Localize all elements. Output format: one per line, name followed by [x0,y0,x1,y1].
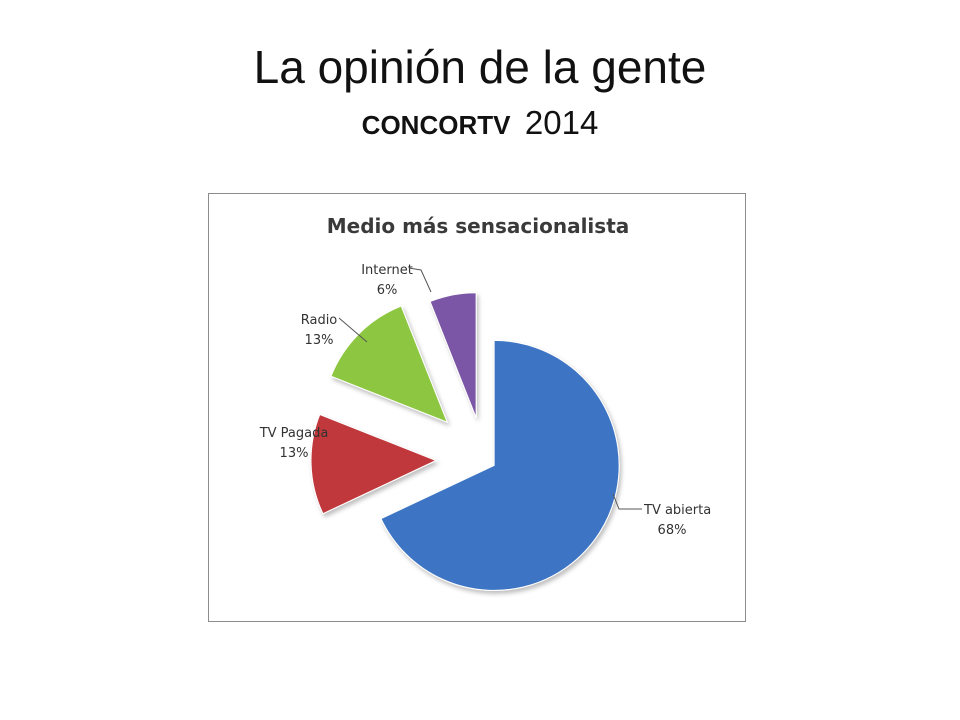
slice-percent-label: 13% [280,446,309,461]
slice-percent-label: 68% [658,523,687,538]
leader-line [612,493,642,510]
subtitle-year: 2014 [524,104,599,141]
slices-layer [310,292,620,591]
slice-label: Radio [301,313,338,328]
pie-slice-tv-pagada [310,413,438,515]
subtitle-organization: CONCORTV [361,110,511,140]
slice-label: Internet [361,263,413,278]
slice-percent-label: 13% [305,333,334,348]
pie-slice-radio [330,305,449,424]
slice-percent-label: 6% [377,283,398,298]
pie-slice-tv-abierta [380,339,620,591]
leader-line [338,317,368,343]
pie-chart: Medio más sensacionalista TV abierta68%T… [259,214,712,591]
slide-subtitle: CONCORTV 2014 [0,104,960,142]
leader-line [408,267,432,293]
chart-frame: Medio más sensacionalista TV abierta 68% T… [208,193,746,622]
slice-label: TV abierta [643,503,711,518]
slide-title: La opinión de la gente [253,41,707,93]
pie-slice-internet [429,292,477,418]
slice-label: TV Pagada [259,426,329,441]
chart-title: Medio más sensacionalista [327,214,630,238]
labels-layer: TV abierta 68% TV Pagada 13% Radio 13% Interne… [259,263,712,538]
